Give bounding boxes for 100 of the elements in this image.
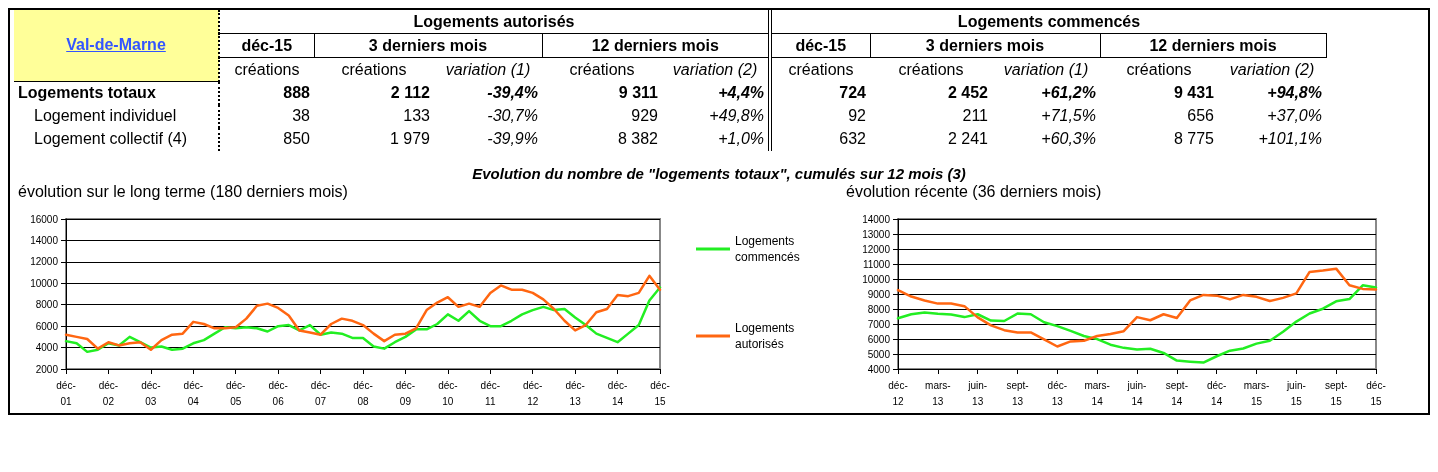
x-tick-label: juin- 15 <box>1285 379 1306 406</box>
text: 133 <box>403 107 430 124</box>
x-tick-label: juin- 13 <box>967 379 988 406</box>
text: Logements totaux <box>18 84 156 101</box>
x-tick-label: déc- 04 <box>183 379 204 406</box>
text: 632 <box>839 130 866 147</box>
text: 724 <box>839 83 866 101</box>
text: 211 <box>962 107 988 124</box>
y-tick-label: 6000 <box>35 320 59 332</box>
y-tick-label: 10000 <box>862 273 891 284</box>
text: -39,4% <box>487 83 538 101</box>
y-tick-label: 14000 <box>862 213 891 224</box>
text: 850 <box>283 130 310 147</box>
text: 929 <box>631 107 658 124</box>
text: créations <box>569 60 635 78</box>
x-tick-label: déc- 13 <box>565 379 585 406</box>
text: Val-de-Marne <box>66 36 166 54</box>
text: +71,5% <box>1041 107 1096 124</box>
text: 38 <box>292 107 310 124</box>
y-tick-label: 4000 <box>867 363 891 374</box>
text: variation (2) <box>1229 60 1315 78</box>
x-tick-label: déc- 09 <box>395 379 416 406</box>
y-tick-label: 12000 <box>30 255 59 267</box>
text: 2 241 <box>947 130 988 147</box>
text: Logement individuel <box>34 107 177 124</box>
y-tick-label: 6000 <box>867 333 891 344</box>
text: 3 derniers mois <box>925 36 1045 54</box>
y-tick-label: 10000 <box>30 277 59 289</box>
y-tick-label: 9000 <box>867 288 891 299</box>
text: Logements commencés <box>957 12 1141 30</box>
x-tick-label: déc- 08 <box>353 379 373 406</box>
x-tick-label: sept- 13 <box>1006 379 1029 406</box>
text: 3 derniers mois <box>368 36 488 54</box>
chart-subtitle: évolution sur le long terme (180 derniers mois) <box>17 182 349 202</box>
x-tick-label: déc- 10 <box>438 379 458 406</box>
x-tick-label: mars- 14 <box>1084 379 1110 406</box>
y-tick-label: 8000 <box>35 298 59 310</box>
text: variation (1) <box>1003 60 1089 78</box>
text: 656 <box>1187 107 1214 124</box>
text: Evolution du nombre de "logements totaux", cumulés sur 12 mois (3) <box>471 164 967 183</box>
text: +61,2% <box>1041 83 1096 101</box>
x-tick-label: mars- 15 <box>1243 379 1270 406</box>
x-tick-label: juin- 14 <box>1126 379 1147 406</box>
line-series <box>896 266 1378 348</box>
text: 9 431 <box>1173 83 1214 101</box>
text: -39,9% <box>487 130 538 147</box>
text: +101,1% <box>1258 130 1322 147</box>
text: créations <box>234 60 300 78</box>
x-tick-label: déc- 15 <box>650 379 670 406</box>
text: déc-15 <box>241 36 293 54</box>
text: -30,7% <box>487 107 538 124</box>
y-tick-label: 5000 <box>867 348 891 359</box>
x-tick-label: déc- 02 <box>98 379 119 406</box>
y-tick-label: 12000 <box>862 243 891 254</box>
text: créations <box>1126 60 1192 78</box>
text: +37,0% <box>1267 107 1322 124</box>
y-tick-label: 4000 <box>35 341 59 353</box>
text: 12 derniers mois <box>591 36 719 54</box>
text: déc-15 <box>795 36 847 54</box>
line-series <box>896 283 1378 364</box>
x-tick-label: déc- 05 <box>225 379 246 406</box>
text: variation (2) <box>672 60 758 78</box>
text: créations <box>898 60 964 78</box>
y-tick-label: 7000 <box>867 318 891 329</box>
text: 888 <box>283 83 310 101</box>
text: 2 452 <box>947 83 988 101</box>
x-tick-label: déc- 14 <box>1206 379 1227 406</box>
line-series <box>64 274 662 351</box>
x-tick-label: déc- 03 <box>141 379 161 406</box>
text: +1,0% <box>718 130 764 147</box>
x-tick-label: déc- 12 <box>888 379 908 406</box>
text: 92 <box>848 107 866 124</box>
x-tick-label: déc- 01 <box>56 379 76 406</box>
text: créations <box>341 60 407 78</box>
x-tick-label: déc- 11 <box>480 379 501 406</box>
y-tick-label: 11000 <box>862 258 891 269</box>
text: 9 311 <box>618 83 658 101</box>
y-tick-label: 16000 <box>30 213 59 224</box>
text: 8 775 <box>1173 130 1214 147</box>
y-tick-label: 2000 <box>35 363 59 374</box>
text: +49,8% <box>709 107 764 124</box>
text: créations <box>788 60 854 78</box>
x-tick-label: mars- 13 <box>925 379 951 406</box>
x-tick-label: déc- 12 <box>522 379 543 406</box>
chart-subtitle: évolution récente (36 derniers mois) <box>845 182 1103 202</box>
legend-label: Logements commencés <box>735 233 800 264</box>
x-tick-label: sept- 15 <box>1325 379 1348 406</box>
text: Logements autorisés <box>413 12 575 30</box>
text: 12 derniers mois <box>1149 36 1277 54</box>
text: 2 112 <box>390 83 430 101</box>
text: Logement collectif (4) <box>34 130 187 147</box>
y-tick-label: 13000 <box>862 228 891 239</box>
y-tick-label: 8000 <box>867 303 891 314</box>
text: +94,8% <box>1267 83 1322 101</box>
text: +60,3% <box>1041 130 1096 147</box>
text: +4,4% <box>718 83 764 101</box>
x-tick-label: sept- 14 <box>1165 379 1188 406</box>
x-tick-label: déc- 07 <box>310 379 331 406</box>
y-tick-label: 14000 <box>30 234 59 246</box>
x-tick-label: déc- 15 <box>1366 379 1386 406</box>
